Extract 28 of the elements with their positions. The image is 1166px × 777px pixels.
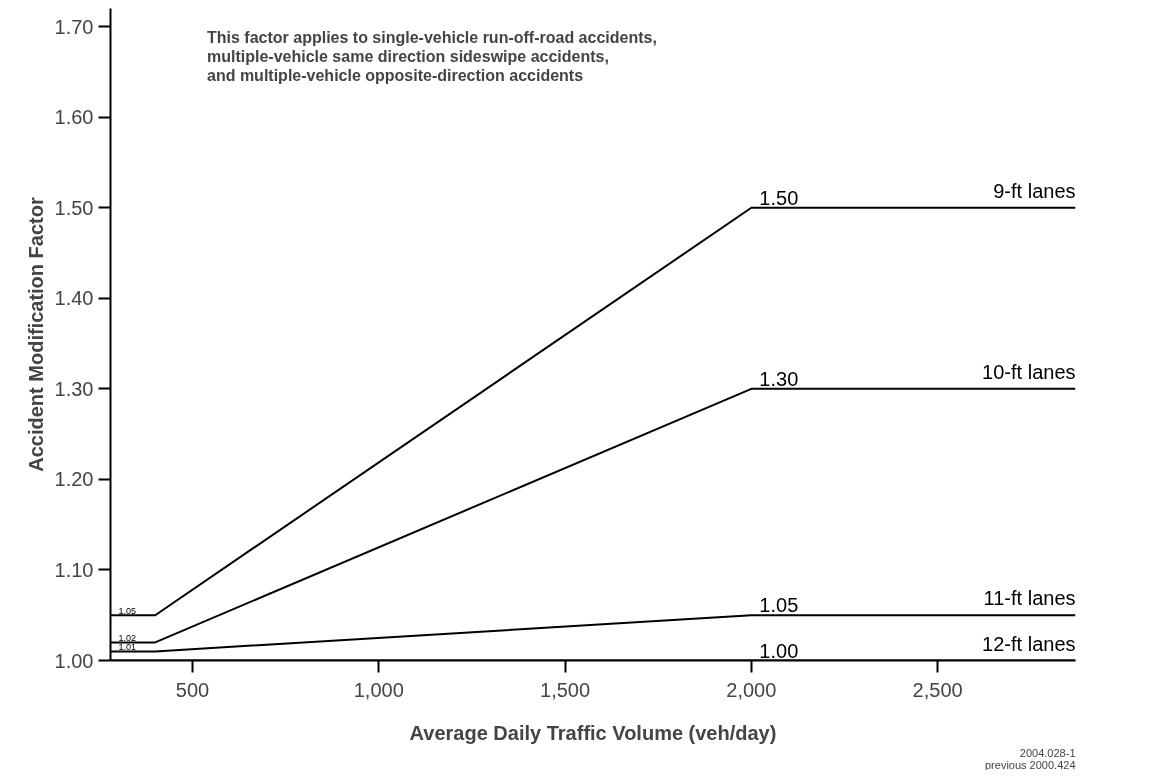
x-tick-label: 2,000 xyxy=(726,678,777,701)
y-tick-label: 1.60 xyxy=(54,106,94,129)
series-label: 11-ft lanes xyxy=(983,587,1076,610)
x-tick-label: 1,000 xyxy=(353,678,404,701)
data-label: 1.02 xyxy=(118,633,137,644)
y-tick-label: 1.10 xyxy=(54,558,94,581)
y-tick-label: 1.20 xyxy=(54,468,94,491)
x-tick-label: 500 xyxy=(175,678,210,701)
data-label: 1.30 xyxy=(759,367,799,390)
y-tick-label: 1.70 xyxy=(54,15,94,38)
series-label: 12-ft lanes xyxy=(982,632,1076,655)
y-tick-label: 1.30 xyxy=(54,377,94,400)
y-tick-label: 1.00 xyxy=(54,649,94,672)
data-label: 1.00 xyxy=(759,639,799,662)
y-tick-label: 1.50 xyxy=(54,196,94,219)
data-label: 1.50 xyxy=(759,186,799,209)
series-label: 10-ft lanes xyxy=(982,360,1076,383)
data-label: 1.05 xyxy=(759,594,799,617)
series-label: 9-ft lanes xyxy=(993,179,1076,202)
data-label: 1.01 xyxy=(118,642,137,653)
y-tick-label: 1.40 xyxy=(54,287,94,310)
x-tick-label: 1,500 xyxy=(540,678,591,701)
y-axis-title: Accident Modification Factor xyxy=(24,197,47,472)
x-axis-title: Average Daily Traffic Volume (veh/day) xyxy=(409,721,777,744)
annotation: This factor applies to single-vehicle run-off-road accidents, multiple-vehicle same direction sideswipe accidents, and multiple-vehicle opposite-direction accidents xyxy=(207,28,657,84)
x-tick-label: 2,500 xyxy=(912,678,963,701)
text: 2004.028-1 previous 2000.424 xyxy=(984,746,1076,771)
data-label: 1.05 xyxy=(118,606,137,617)
